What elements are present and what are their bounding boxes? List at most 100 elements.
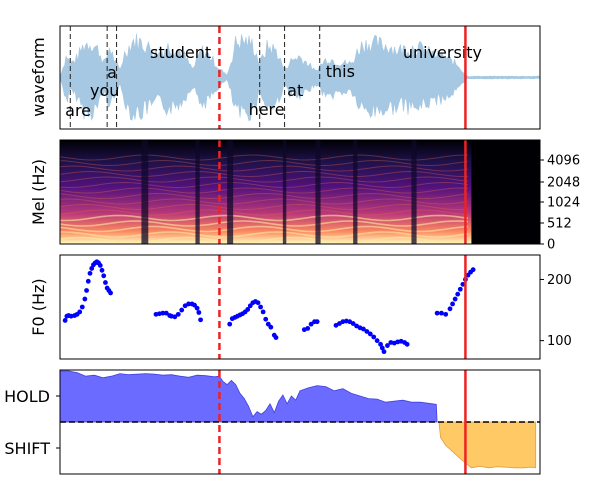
mel-markers (218, 140, 467, 244)
f0-point (379, 345, 385, 351)
mel-harmonic (60, 170, 469, 178)
mel-harmonic (60, 236, 469, 244)
f0-point (87, 270, 93, 276)
f0-point (179, 307, 185, 313)
f0-point (314, 319, 320, 325)
f0-point (101, 273, 107, 279)
f0-point (374, 338, 380, 344)
f0-point (434, 310, 440, 316)
f0-frame (59, 254, 541, 360)
f0-point (258, 304, 263, 310)
mel-harmonic (60, 203, 469, 211)
f0-point (89, 266, 95, 271)
f0-point (273, 335, 279, 340)
waveform-fill (60, 33, 540, 122)
mel-harmonic (60, 198, 469, 205)
mel-heatmap (60, 140, 472, 244)
word-label: you (90, 81, 119, 100)
f0-point (172, 314, 178, 320)
f0-point (361, 326, 366, 332)
mel-tick-label: 4096 (547, 154, 580, 169)
mel-gap (141, 140, 149, 244)
f0-points (62, 259, 476, 355)
turn-prediction-panel: HOLD SHIFT (4, 369, 541, 475)
word-label: university (403, 43, 482, 62)
f0-point (305, 326, 311, 331)
mel-gap (353, 140, 358, 244)
f0-point (77, 309, 83, 315)
mel-gap (411, 140, 417, 244)
f0-point (470, 267, 476, 273)
mel-harmonic (60, 176, 469, 183)
mel-tick-label: 2048 (547, 176, 580, 191)
f0-point (350, 321, 356, 326)
mel-gap (195, 140, 200, 244)
f0-point (268, 324, 274, 330)
mel-harmonic (60, 220, 469, 227)
f0-point (455, 291, 461, 297)
f0-point (82, 296, 88, 302)
f0-point (99, 267, 105, 273)
f0-tick-label: 100 (547, 334, 572, 349)
f0-point (85, 278, 91, 284)
f0-point (196, 310, 202, 315)
f0-tick-label: 200 (547, 273, 572, 288)
mel-spectrogram-panel: 0 512 1024 2048 4096 Mel (Hz) (29, 139, 580, 253)
f0-point (255, 300, 261, 306)
waveform-markers (218, 26, 467, 129)
f0-point (371, 334, 377, 340)
mel-harmonic (60, 214, 469, 222)
mel-harmonic (60, 231, 469, 238)
f0-point (84, 288, 89, 293)
f0-point (452, 296, 458, 302)
f0-point (367, 331, 373, 337)
f0-point (263, 316, 269, 322)
f0-point (404, 341, 410, 347)
f0-point (460, 281, 466, 287)
f0-point (160, 310, 166, 316)
word-label: a (107, 63, 117, 82)
turn-prediction-yticks: HOLD SHIFT (4, 387, 60, 458)
f0-point (450, 301, 455, 307)
f0-point (163, 310, 169, 316)
f0-point (443, 311, 449, 317)
f0-point (308, 321, 314, 327)
shift-area (438, 421, 537, 469)
f0-point (381, 349, 387, 355)
word-label: here (249, 100, 285, 119)
mel-gap (282, 140, 287, 244)
word-boundaries (69, 26, 321, 129)
mel-harmonic (60, 192, 469, 200)
mel-frame (59, 139, 541, 245)
f0-point (175, 311, 181, 317)
f0-point (108, 290, 113, 296)
turn-tick-label: HOLD (4, 387, 50, 406)
turn-prediction-markers (218, 370, 467, 474)
hold-area (60, 370, 438, 423)
turn-tick-label: SHIFT (4, 439, 50, 458)
mel-tick-label: 1024 (547, 196, 580, 211)
f0-point (186, 301, 191, 307)
f0-point (385, 343, 390, 348)
word-label: student (150, 43, 211, 62)
mel-harmonic (60, 165, 469, 172)
f0-point (194, 305, 200, 311)
f0-point (97, 263, 103, 268)
f0-point (198, 317, 203, 323)
mel-gap (227, 140, 234, 244)
mel-harmonic (60, 154, 469, 161)
mel-harmonic (60, 181, 469, 189)
turn-prediction-frame (59, 369, 541, 475)
mel-gap (315, 140, 321, 244)
word-label: this (326, 62, 355, 81)
f0-point (439, 310, 444, 316)
mel-harmonic (60, 225, 469, 233)
mel-ylabel: Mel (Hz) (29, 159, 48, 225)
f0-point (447, 306, 453, 312)
f0-ylabel: F0 (Hz) (29, 278, 48, 335)
f0-point (227, 321, 233, 327)
f0-point (364, 329, 370, 334)
